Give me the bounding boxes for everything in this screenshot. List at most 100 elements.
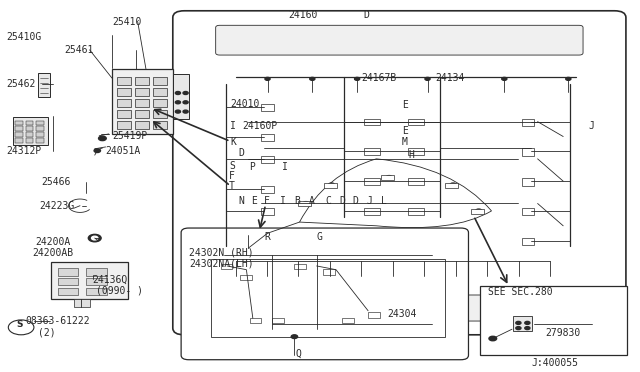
Bar: [135, 110, 149, 118]
Bar: [408, 178, 424, 185]
Circle shape: [355, 77, 360, 80]
Bar: [117, 110, 131, 118]
Bar: [36, 126, 44, 131]
Bar: [342, 318, 354, 323]
Bar: [261, 134, 274, 141]
Text: 24223G: 24223G: [40, 202, 75, 211]
Text: G: G: [317, 232, 323, 242]
Bar: [513, 316, 532, 331]
Bar: [117, 77, 131, 85]
Bar: [261, 104, 274, 111]
Bar: [153, 88, 167, 96]
Bar: [36, 121, 44, 125]
Circle shape: [175, 110, 180, 113]
Bar: [522, 208, 534, 215]
Text: A: A: [309, 196, 315, 206]
Text: 24304: 24304: [387, 310, 417, 319]
Text: J:400055: J:400055: [531, 358, 578, 368]
Text: D: D: [352, 196, 358, 206]
Bar: [135, 121, 149, 129]
Bar: [522, 119, 534, 126]
Bar: [13, 117, 48, 145]
Text: F: F: [229, 171, 235, 180]
Bar: [261, 186, 274, 193]
Bar: [135, 99, 149, 107]
Bar: [26, 138, 33, 143]
Text: SEE SEC.280: SEE SEC.280: [488, 287, 552, 297]
Circle shape: [265, 77, 270, 80]
Text: B: B: [294, 196, 300, 206]
Circle shape: [303, 202, 309, 205]
Circle shape: [328, 183, 335, 187]
Bar: [294, 264, 306, 269]
Bar: [51, 262, 128, 299]
Bar: [364, 178, 380, 185]
Bar: [408, 119, 424, 125]
Circle shape: [386, 176, 392, 179]
Text: 24136Q: 24136Q: [93, 275, 128, 285]
Text: 24010: 24010: [230, 99, 260, 109]
Circle shape: [566, 77, 571, 80]
Bar: [86, 278, 107, 285]
Text: 24167B: 24167B: [362, 73, 397, 83]
Text: S: S: [229, 161, 235, 170]
Bar: [26, 132, 33, 137]
Text: 24200A: 24200A: [35, 237, 70, 247]
Bar: [324, 183, 337, 188]
Text: 25410: 25410: [112, 17, 141, 27]
Bar: [15, 126, 23, 131]
FancyBboxPatch shape: [216, 295, 583, 321]
FancyBboxPatch shape: [181, 228, 468, 360]
Text: D: D: [364, 10, 369, 20]
Bar: [445, 183, 458, 188]
Bar: [117, 99, 131, 107]
Circle shape: [425, 77, 430, 80]
FancyBboxPatch shape: [216, 25, 583, 55]
Bar: [323, 269, 335, 275]
Text: C: C: [325, 196, 331, 206]
Bar: [36, 132, 44, 137]
Bar: [480, 286, 627, 355]
Bar: [272, 318, 284, 323]
Text: 25466: 25466: [42, 177, 71, 187]
Circle shape: [183, 101, 188, 104]
Text: 24160P: 24160P: [242, 122, 277, 131]
Bar: [364, 119, 380, 125]
Text: L: L: [381, 196, 387, 206]
Bar: [26, 121, 33, 125]
Bar: [58, 268, 78, 276]
Circle shape: [476, 209, 482, 213]
Text: I: I: [282, 162, 287, 171]
Bar: [117, 88, 131, 96]
Text: K: K: [230, 137, 236, 147]
Text: 25419P: 25419P: [112, 131, 147, 141]
Bar: [408, 208, 424, 215]
FancyBboxPatch shape: [173, 11, 626, 335]
Text: E: E: [252, 196, 257, 206]
Bar: [58, 288, 78, 295]
Bar: [153, 121, 167, 129]
Text: 25461: 25461: [64, 45, 93, 55]
Bar: [38, 73, 50, 97]
Text: P: P: [250, 162, 255, 171]
Circle shape: [183, 110, 188, 113]
Circle shape: [8, 320, 34, 335]
Bar: [261, 208, 274, 215]
Text: 24302N (RH): 24302N (RH): [189, 248, 254, 258]
Text: 25410G: 25410G: [6, 32, 42, 42]
Bar: [153, 99, 167, 107]
Text: I: I: [280, 196, 286, 206]
Bar: [36, 138, 44, 143]
Bar: [15, 121, 23, 125]
Circle shape: [525, 321, 530, 324]
Text: 24051A: 24051A: [106, 146, 141, 155]
Bar: [135, 77, 149, 85]
Text: Q: Q: [296, 349, 301, 358]
Text: R: R: [264, 232, 270, 242]
Text: J: J: [589, 122, 595, 131]
Text: (0990- ): (0990- ): [96, 286, 143, 296]
Text: D: D: [238, 148, 244, 158]
Bar: [298, 201, 311, 206]
Text: E: E: [402, 100, 408, 110]
Text: S: S: [16, 320, 22, 328]
